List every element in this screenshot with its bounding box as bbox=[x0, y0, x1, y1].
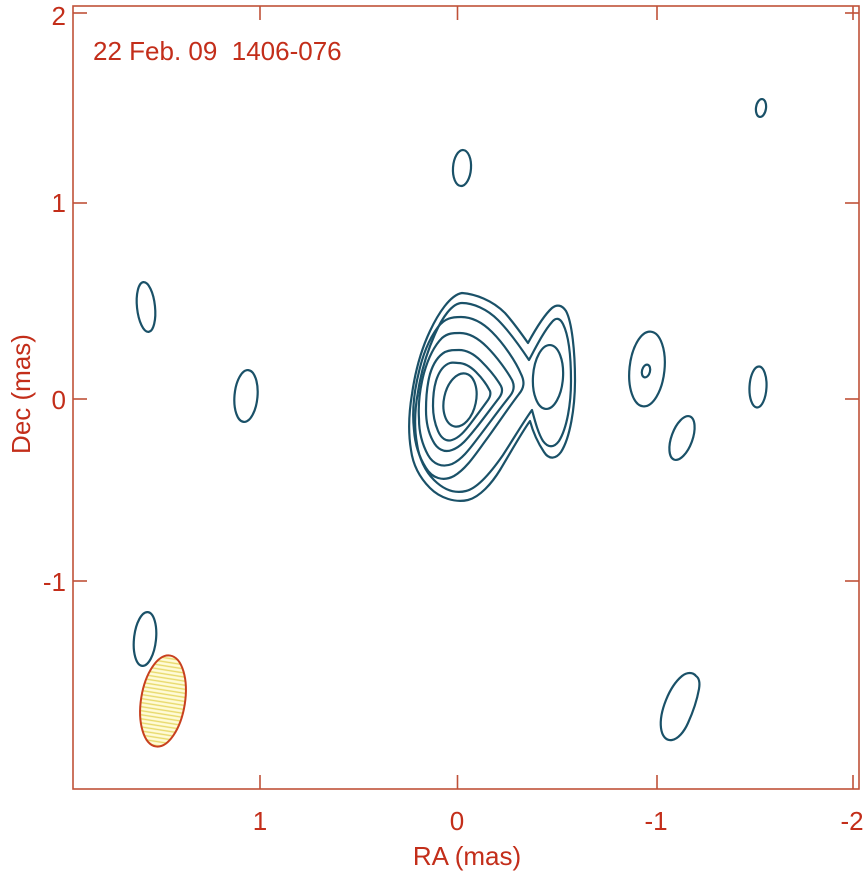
contour-ring-2 bbox=[431, 361, 492, 442]
noise-contour bbox=[754, 97, 768, 119]
contour-ring-5 bbox=[412, 315, 525, 480]
noise-contour bbox=[748, 365, 768, 409]
contour-wrap-inner bbox=[414, 301, 573, 493]
noise-contour bbox=[628, 330, 666, 408]
contour-ring-3 bbox=[424, 348, 504, 453]
x-tick-label: 1 bbox=[252, 806, 268, 836]
y-tick-label: 2 bbox=[51, 1, 66, 31]
noise-contour bbox=[132, 611, 158, 667]
y-axis-label: Dec (mas) bbox=[6, 334, 36, 454]
contour-ring-1-core-peak bbox=[442, 372, 478, 428]
plot-title: 22 Feb. 09 1406-076 bbox=[93, 36, 342, 66]
x-tick-label: -2 bbox=[840, 806, 864, 836]
x-tick-label: 0 bbox=[449, 806, 465, 836]
contour-ring-4 bbox=[417, 331, 515, 467]
noise-contour bbox=[451, 148, 473, 188]
x-tick-label: -1 bbox=[644, 806, 668, 836]
beam-ellipse bbox=[139, 654, 187, 748]
noise-contour bbox=[668, 414, 696, 462]
axis-ticks bbox=[73, 6, 859, 789]
noise-contour bbox=[233, 368, 259, 424]
jet-inner-contour bbox=[531, 343, 565, 411]
plot-frame bbox=[72, 5, 860, 790]
contour-map bbox=[132, 97, 768, 748]
x-axis-label: RA (mas) bbox=[412, 841, 522, 871]
noise-contour-teardrop bbox=[659, 671, 701, 742]
contour-wrap-outer bbox=[408, 291, 577, 502]
noise-contour-inner-dot bbox=[640, 363, 652, 379]
noise-contours bbox=[132, 97, 768, 742]
y-tick-label: 1 bbox=[51, 188, 66, 218]
y-tick-label: 0 bbox=[51, 385, 66, 415]
y-tick-label: -1 bbox=[42, 567, 66, 597]
core-jet-contours bbox=[408, 291, 577, 502]
noise-contour bbox=[135, 281, 157, 333]
